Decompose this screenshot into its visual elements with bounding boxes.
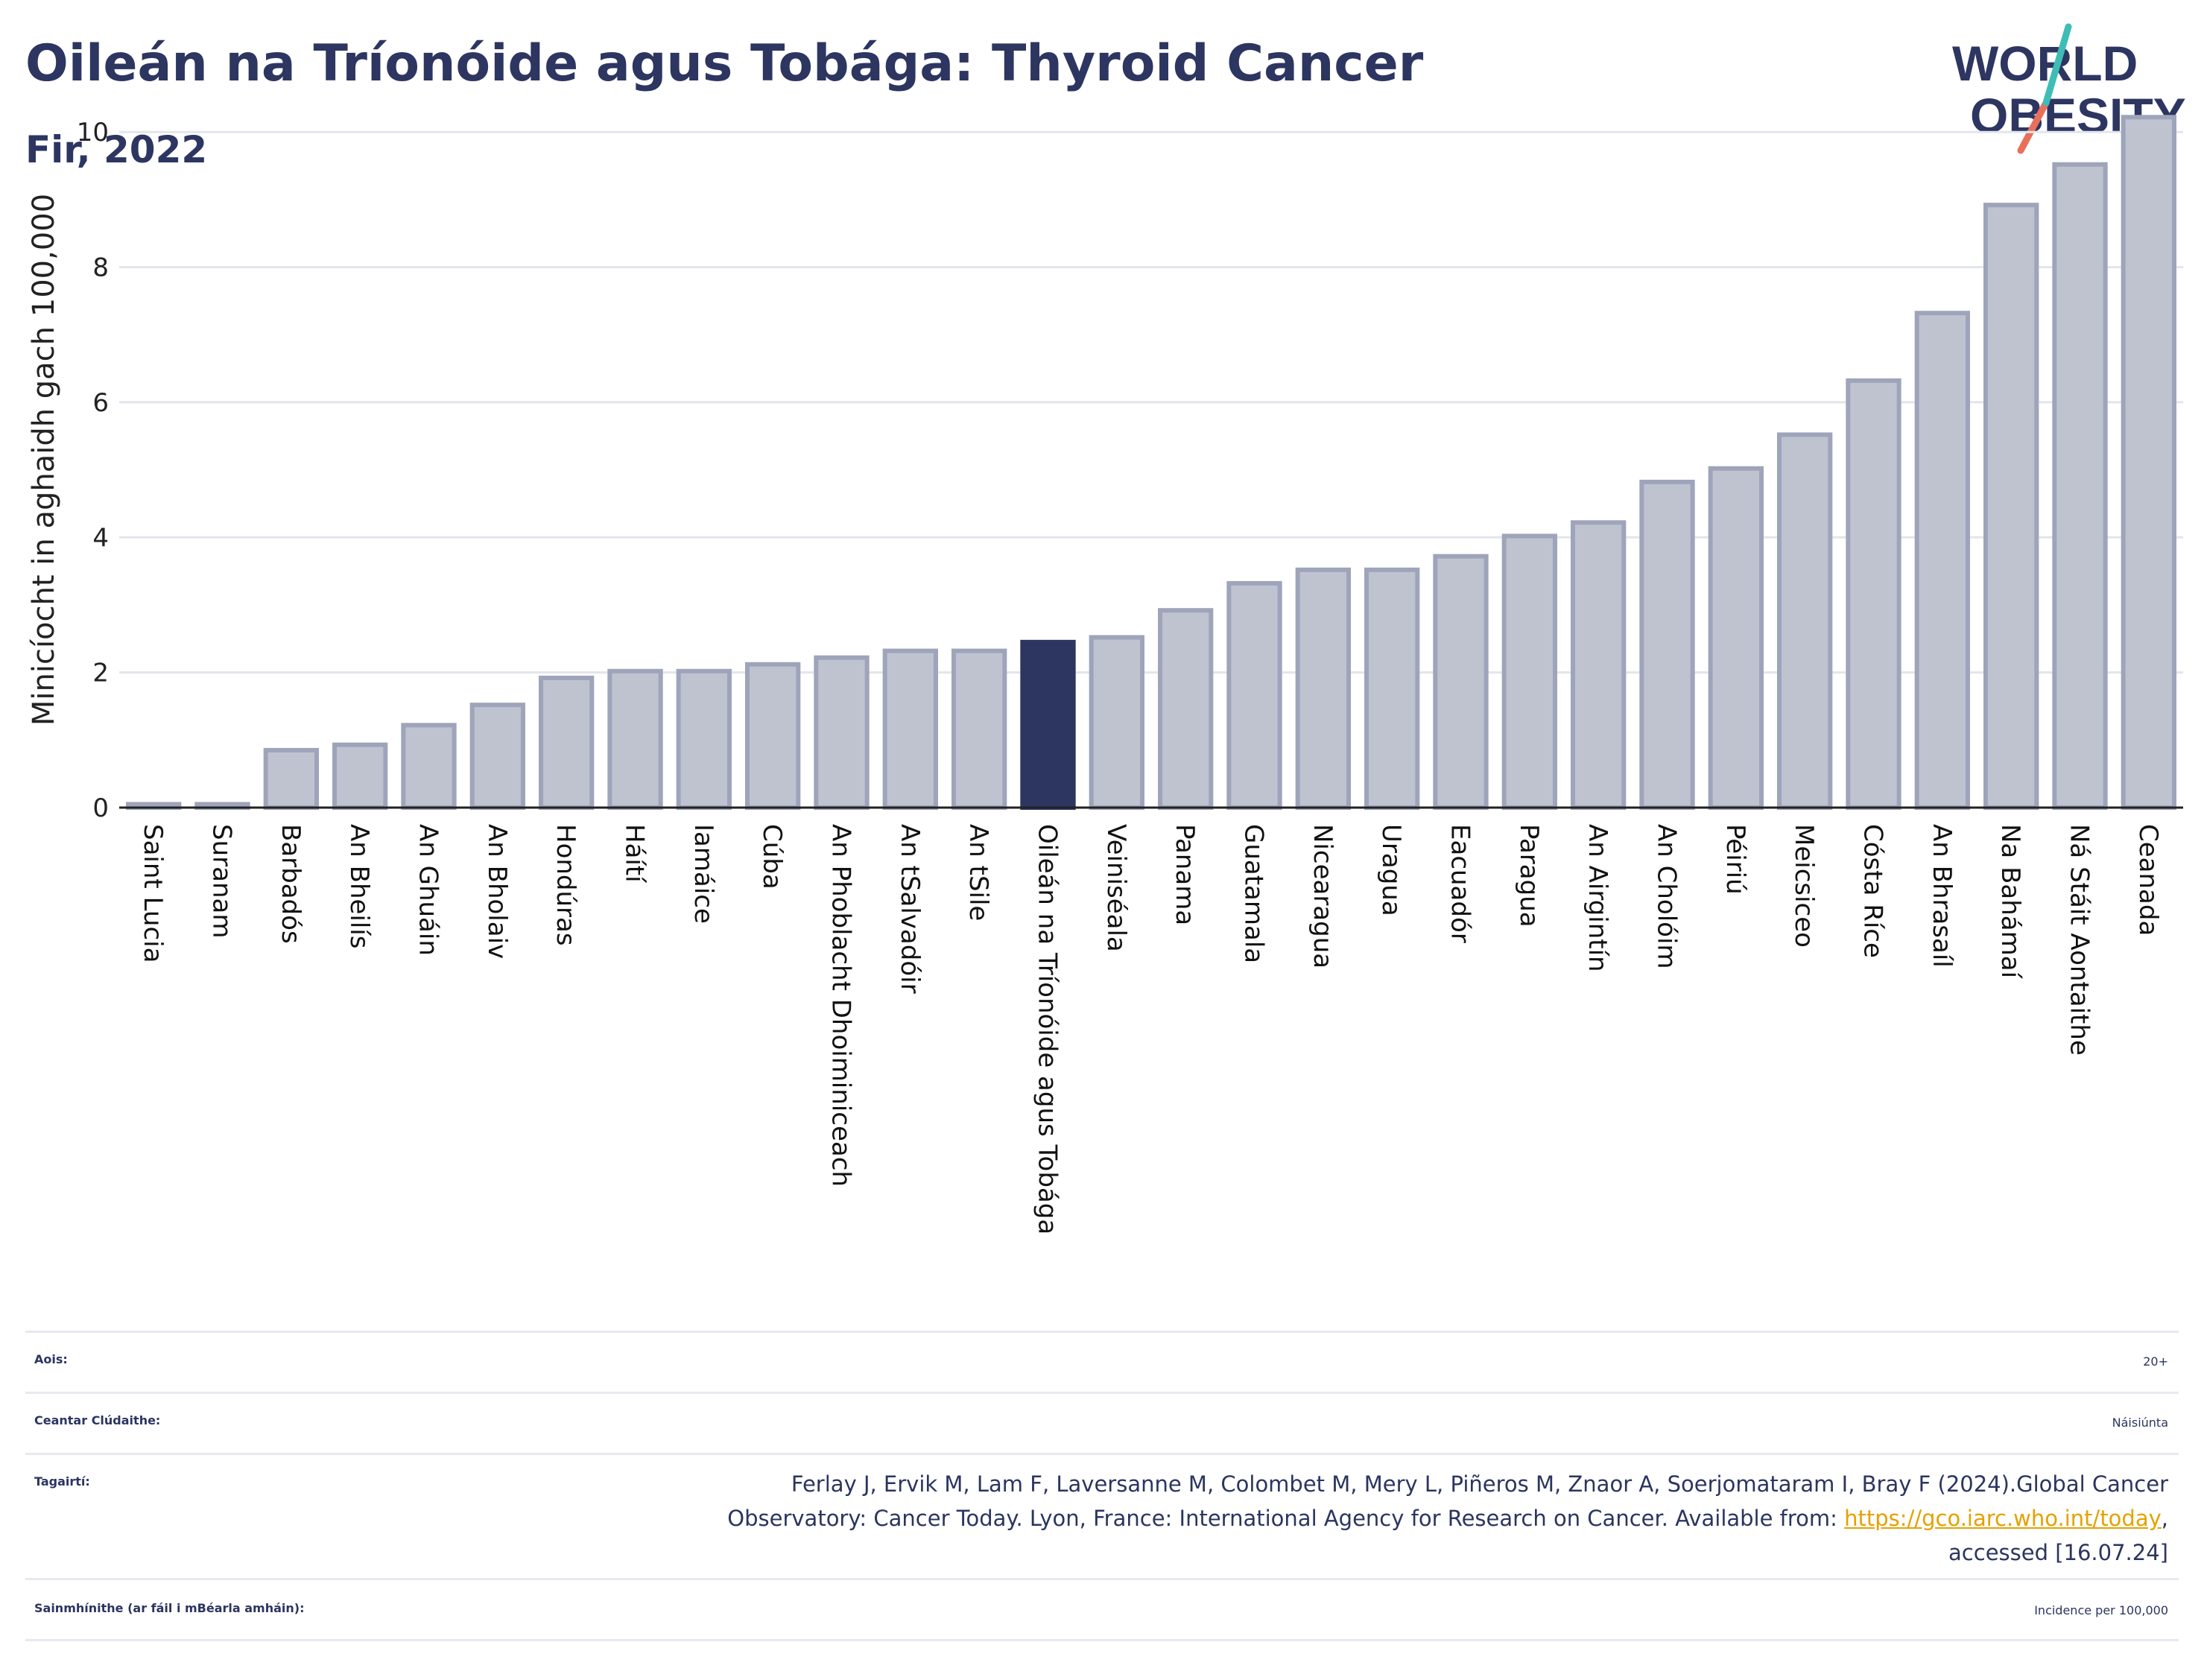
meta-row-area: Ceantar Clúdaithe: Náisiúnta [25,1392,2179,1430]
y-axis-label: Minicíocht in aghaidh gach 100,000 [27,194,61,726]
y-tick-label: 0 [92,793,109,823]
x-tick-label: Guatamala [1239,824,1269,963]
x-tick-label: Na Bahámaí [1995,824,2025,980]
logo-line1: WORLD [1952,36,2138,91]
defs-label: Sainmhínithe (ar fáil i mBéarla amháin): [34,1601,305,1615]
refs-line3: accessed [16.07.24] [1948,1540,2168,1565]
bar [1777,432,1833,810]
bar [2052,162,2108,810]
bar [745,662,801,810]
refs-line2: Observatory: Cancer Today. Lyon, France:… [727,1501,2168,1535]
y-tick-label: 6 [92,388,109,418]
x-tick-label: Iamáice [688,824,718,924]
meta-row-age: Aois: 20+ [25,1331,2179,1369]
bar [1571,520,1627,810]
meta-bottom-divider [25,1639,2179,1641]
x-tick-label: Eacuadór [1445,824,1475,943]
x-tick-label: An tSalvadóir [895,824,925,994]
defs-value: Incidence per 100,000 [2034,1603,2168,1617]
meta-row-refs: Tagairtí: Ferlay J, Ervik M, Lam F, Lave… [25,1453,2179,1580]
refs-line1: Ferlay J, Ervik M, Lam F, Laversanne M, … [791,1471,2168,1497]
area-value: Náisiúnta [2112,1416,2168,1430]
bar [1639,479,1695,810]
x-tick-label: An Cholóim [1652,824,1682,969]
x-tick-label: Cósta Ríce [1858,824,1888,958]
bar [539,675,595,810]
x-tick-label: Ná Stáit Aontaithe [2065,824,2094,1056]
bar [469,703,525,810]
x-tick-label: Háítí [620,824,650,884]
x-tick-label: Saint Lucia [138,824,168,963]
x-tick-label: Ceanada [2133,824,2163,936]
y-tick-label: 4 [92,523,109,553]
x-tick-label: Panama [1170,824,1200,925]
refs-line2-end: , [2161,1506,2168,1531]
bar [676,668,732,811]
x-tick-label: Cúba [757,824,787,890]
x-tick-label: Suranam [207,824,237,938]
refs-link[interactable]: https://gco.iarc.who.int/today [1844,1506,2162,1531]
x-tick-label: Meicsiceo [1789,824,1819,948]
bar [332,742,388,811]
x-tick-label: An Bhrasaíl [1927,824,1957,968]
x-tick-label: Paragua [1514,824,1544,928]
y-tick-label: 8 [92,253,109,283]
y-tick-label: 2 [92,659,109,688]
age-label: Aois: [34,1352,68,1366]
y-tick-label: 10 [77,118,109,148]
bar [1846,378,1901,810]
meta-row-defs: Sainmhínithe (ar fáil i mBéarla amháin):… [25,1578,2179,1617]
bar [1295,567,1351,810]
bar [1433,554,1489,811]
x-tick-label: Barbadós [276,824,305,944]
age-value: 20+ [2143,1354,2168,1369]
bar [951,648,1007,810]
bar [1501,533,1557,810]
area-label: Ceantar Clúdaithe: [34,1413,161,1427]
x-tick-label: Uragua [1376,824,1406,916]
x-tick-label: Veiniséala [1101,824,1131,952]
x-tick-label: An Phoblacht Dhoiminiceach [826,824,856,1187]
bar [814,655,870,811]
bar [1708,466,1764,810]
bar [2121,115,2176,810]
bar [882,648,938,810]
bar [1226,580,1282,810]
x-tick-label: Hondúras [551,824,580,946]
chart-subtitle: Fir, 2022 [25,128,208,171]
bar [263,747,319,810]
bar [607,668,663,811]
refs-label: Tagairtí: [34,1474,90,1489]
bar [1983,203,2039,810]
bar [401,723,457,810]
bar [1020,639,1076,811]
bar [1364,567,1420,810]
refs-line2-text: Observatory: Cancer Today. Lyon, France:… [727,1506,1845,1531]
x-tick-label: Oileán na Tríonóide agus Tobága [1033,824,1063,1234]
bar-chart: 0 2 4 6 8 10 Minicíocht in aghaidh gach 100,00… [27,115,2183,1234]
x-tick-label: An Bholaiv [482,824,512,959]
x-tick-label: An Airgintín [1583,824,1612,972]
x-tick-label: An Bheilís [344,824,374,948]
x-tick-label: Péiriú [1720,824,1750,895]
bar [1089,635,1144,810]
x-tick-label: An tSile [963,824,993,921]
chart-title: Oileán na Tríonóide agus Tobága: Thyroid… [25,34,1424,93]
x-tick-label: Nicearagua [1308,824,1337,969]
refs-text: Ferlay J, Ervik M, Lam F, Laversanne M, … [727,1467,2168,1570]
bar [1914,311,1970,811]
bar [1158,608,1214,810]
x-tick-label: An Ghuáin [414,824,443,956]
